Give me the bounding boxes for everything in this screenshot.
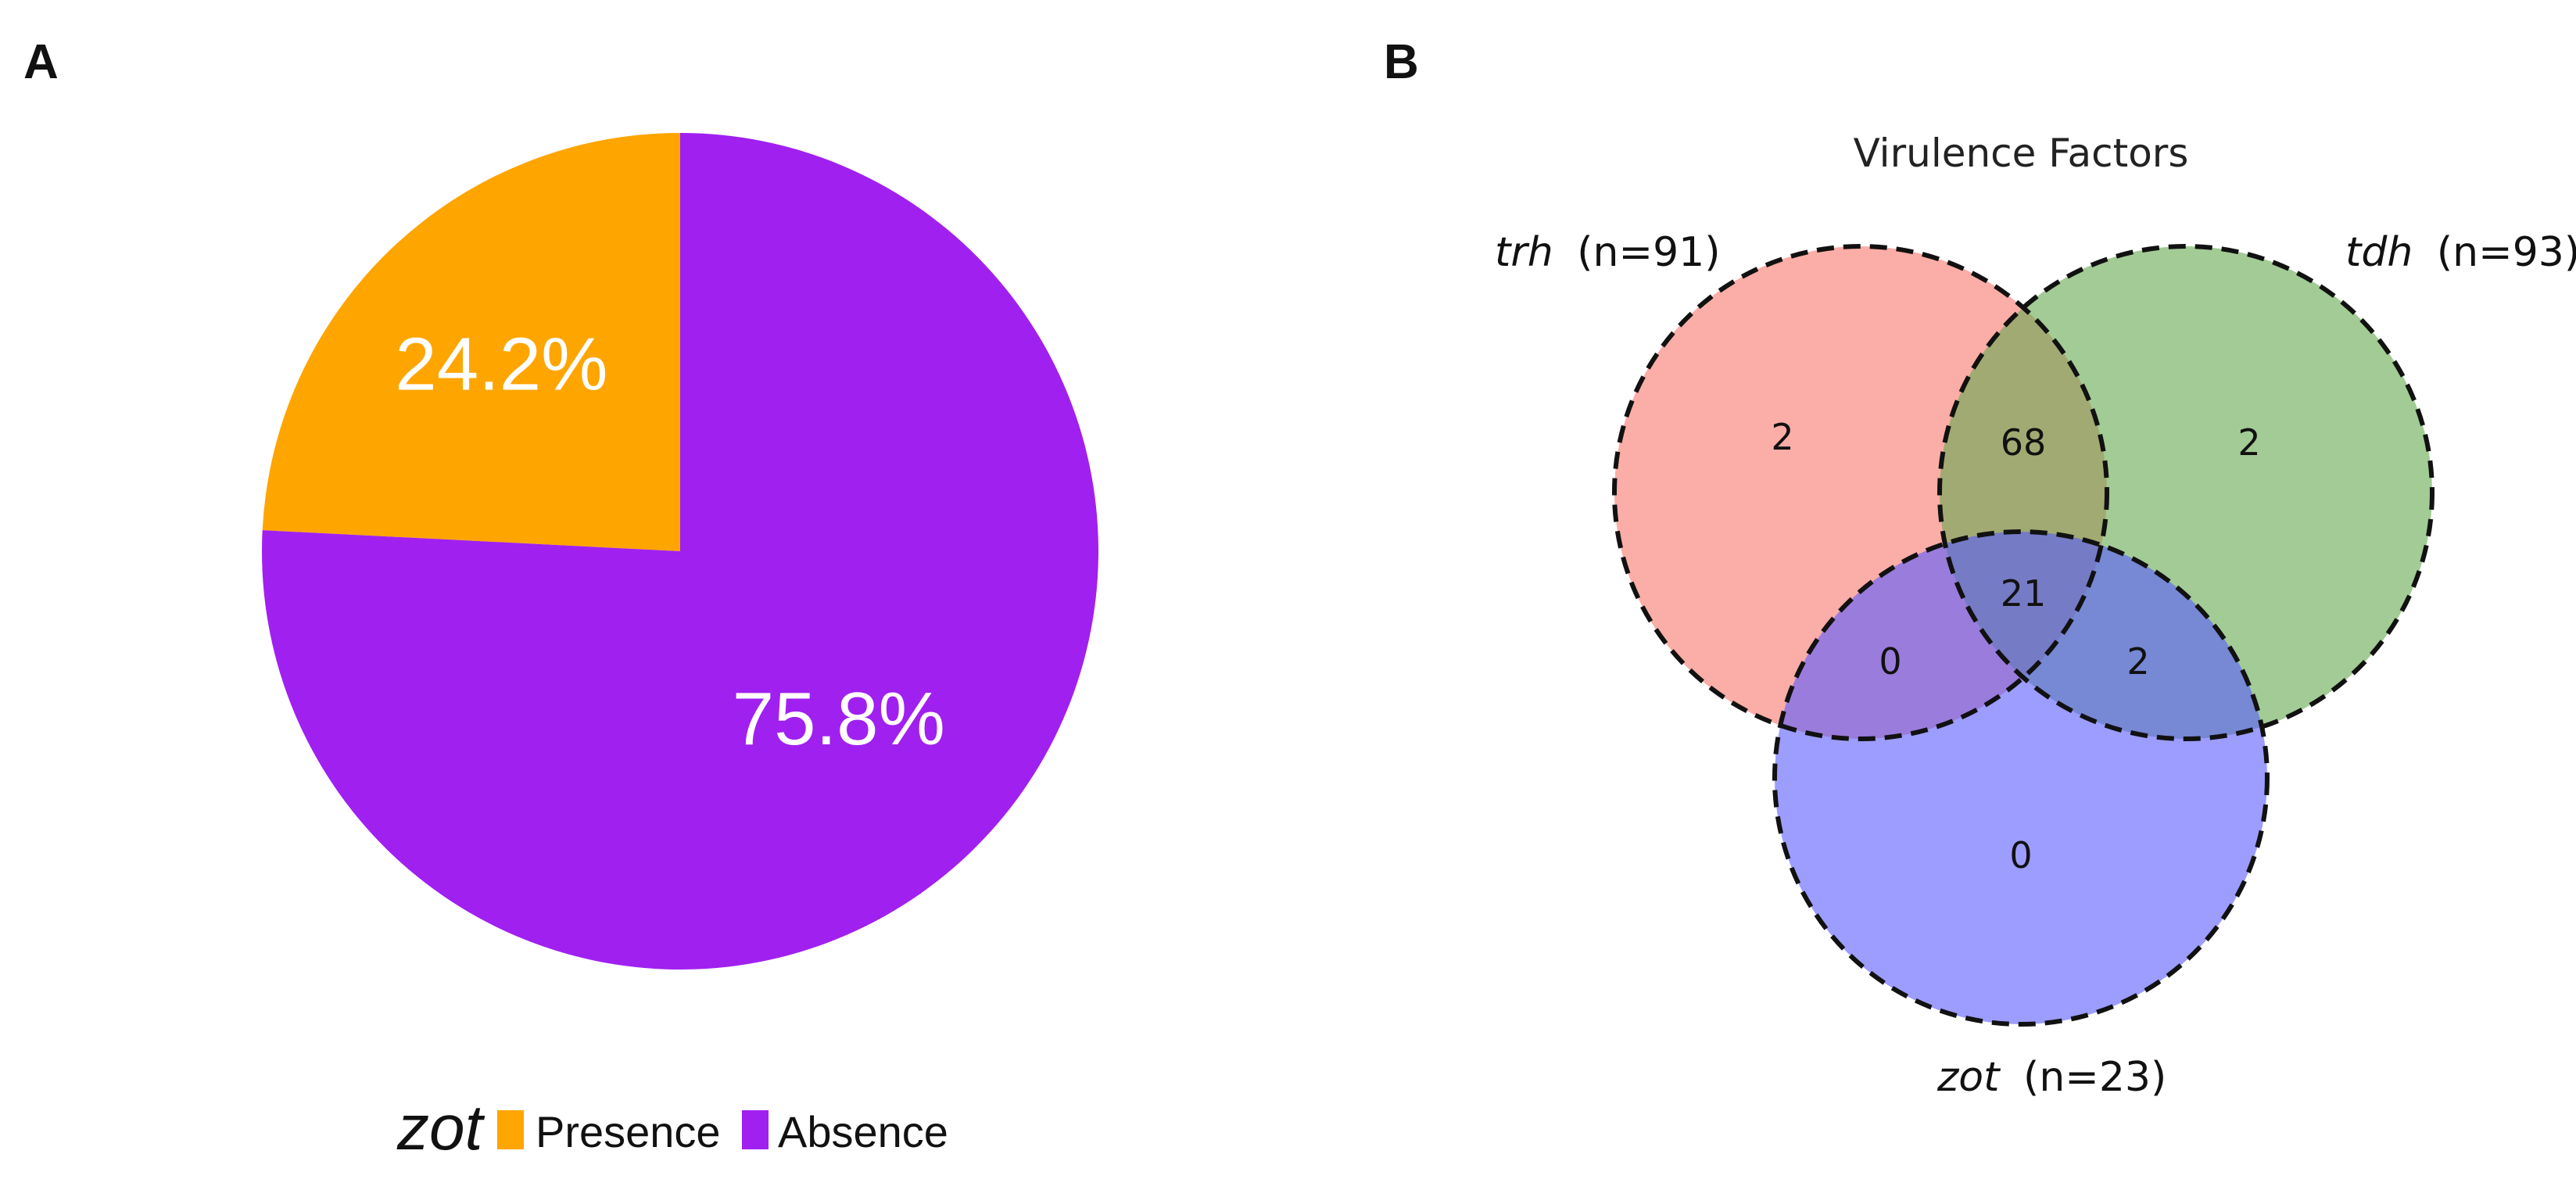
- set-label-tdh: tdh (n=93): [2345, 229, 2576, 276]
- venn-count-zot-only: 0: [2009, 834, 2032, 876]
- pie-slice-presence: [262, 132, 680, 551]
- legend-swatch-presence: [497, 1110, 524, 1149]
- venn-count-trh-tdh: 68: [2001, 421, 2047, 464]
- set-name-tdh: tdh: [2345, 229, 2413, 276]
- legend-label-absence: Absence: [778, 1107, 948, 1156]
- pie-slice-absence: [262, 133, 1099, 970]
- venn-diagram: 2 68 2 21 0 2 0: [1612, 244, 2434, 1027]
- panel-label-a: A: [23, 35, 59, 89]
- set-label-trh: trh (n=91): [1495, 229, 1721, 276]
- set-count-trh: (n=91): [1577, 229, 1720, 276]
- set-count-tdh: (n=93): [2437, 229, 2576, 276]
- pie-label-absence: 75.8%: [733, 677, 945, 761]
- legend-swatch-absence: [742, 1110, 769, 1149]
- venn-count-tdh-zot: 2: [2126, 640, 2149, 683]
- venn-count-tdh-only: 2: [2237, 421, 2260, 464]
- pie-label-presence: 24.2%: [395, 323, 607, 407]
- venn-outline-zot: [1772, 529, 2270, 1027]
- venn-set-labels: trh (n=91) tdh (n=93) zot (n=23): [1495, 229, 2576, 1101]
- venn-count-trh-zot: 0: [1879, 640, 1901, 683]
- venn-outline-trh: [1612, 244, 2109, 741]
- venn-title: Virulence Factors: [1854, 131, 2189, 176]
- legend-label-presence: Presence: [536, 1107, 721, 1156]
- set-label-zot: zot (n=23): [1936, 1054, 2166, 1101]
- legend-title: zot: [396, 1092, 485, 1163]
- venn-circle-zot: [1775, 532, 2267, 1024]
- venn-count-trh-only: 2: [1771, 416, 1793, 458]
- set-count-zot: (n=23): [2023, 1054, 2166, 1101]
- pie-legend: zot Presence Absence: [396, 1092, 948, 1163]
- panel-label-b: B: [1384, 35, 1419, 89]
- set-name-zot: zot: [1936, 1054, 2001, 1101]
- venn-outline-tdh: [1937, 244, 2434, 741]
- pie-chart: 24.2% 75.8%: [262, 132, 1099, 970]
- venn-count-all: 21: [2001, 572, 2047, 615]
- set-name-trh: trh: [1495, 229, 1553, 276]
